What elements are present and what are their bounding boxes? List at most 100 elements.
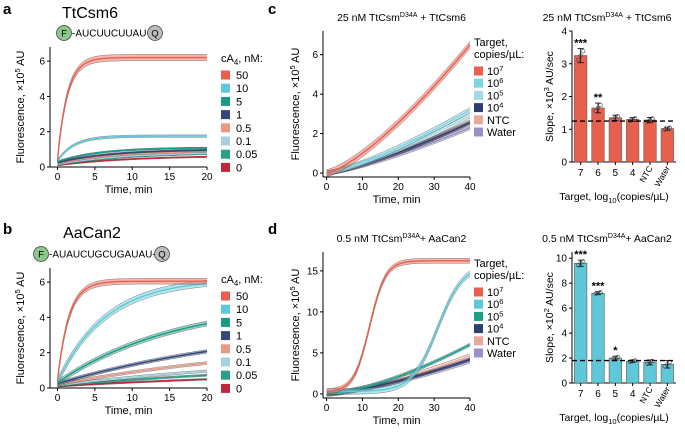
- series-0_5-lower-edge: [57, 151, 207, 165]
- legend-label: 1: [236, 331, 242, 343]
- replicate-point: [615, 354, 620, 360]
- series-10e5-lower-edge: [326, 346, 471, 396]
- bar: [591, 292, 605, 384]
- significance-label: ***: [574, 37, 588, 49]
- x-tick-label: 0: [324, 182, 330, 193]
- legend-title: Target,: [474, 258, 508, 270]
- legend-label: 106: [487, 76, 503, 90]
- series-1-upper-edge: [57, 148, 208, 162]
- x-tick-label: 5: [613, 389, 619, 400]
- series-0_1-line: [57, 370, 208, 387]
- legend-label: 107: [487, 64, 503, 78]
- series-10e6-band: [326, 107, 470, 176]
- y-axis-label: Fluorescence, ×105 AU: [13, 51, 27, 164]
- legend-label: 0.1: [236, 357, 251, 369]
- legend-swatch: [474, 336, 483, 346]
- series-Water-lower-edge: [326, 129, 471, 176]
- x-tick-label: 5: [613, 168, 619, 179]
- series-0-line: [57, 156, 208, 166]
- replicate-point: [593, 108, 598, 114]
- replicate-point: [667, 125, 672, 130]
- y-tick-label: 4: [39, 92, 45, 103]
- y-tick-label: 6: [561, 304, 567, 315]
- y-tick-label: 10: [556, 254, 568, 265]
- series-1-band: [57, 349, 207, 386]
- legend-label: 104: [487, 101, 503, 115]
- panel-c-letter: c: [268, 1, 276, 18]
- y-tick-label: 6: [39, 278, 45, 289]
- series-0_1-lower-edge: [57, 372, 208, 387]
- x-tick-label: Water: [652, 164, 672, 189]
- series-10e6-lower-edge: [326, 112, 471, 176]
- legend-label: 1: [236, 110, 242, 122]
- legend-label: 0.1: [236, 136, 251, 148]
- legend-label: 0.5: [236, 344, 251, 356]
- series-5-upper-edge: [57, 320, 208, 381]
- y-tick-label: 2: [39, 127, 45, 138]
- y-tick-label: 4: [561, 27, 567, 38]
- legend-swatch: [221, 149, 230, 159]
- series-50-line: [56, 56, 207, 160]
- x-tick-label: 0: [55, 172, 61, 183]
- series-0_05-lower-edge: [57, 376, 208, 388]
- x-tick-label: 5: [92, 393, 98, 404]
- legend-swatch: [221, 162, 230, 172]
- chart-c-bar: 25 nM TtCsmD34A + TtCsm6 0 1 2 3 4 Slope, ×103…: [542, 12, 676, 205]
- legend-label: 105: [487, 309, 503, 323]
- bar: [574, 262, 588, 384]
- series-10e5-lower-edge: [326, 117, 471, 176]
- x-tick-label: 20: [393, 403, 405, 414]
- x-tick-label: 15: [164, 393, 176, 404]
- y-tick-label: 15: [307, 266, 319, 277]
- replicate-point: [581, 49, 586, 54]
- legend-swatch: [474, 103, 483, 113]
- x-tick-label: 15: [164, 172, 176, 183]
- quencher-badge: [147, 25, 163, 41]
- legend-label: 0.05: [236, 149, 257, 161]
- series-10e5-line: [326, 344, 471, 395]
- replicate-point: [650, 116, 655, 121]
- replicate-point: [598, 290, 603, 295]
- legend-title: copies/µL:: [474, 49, 524, 61]
- legend-swatch: [474, 324, 483, 334]
- series-10-line: [56, 282, 208, 383]
- y-tick-label: 0: [312, 169, 318, 180]
- legend-label: 0: [236, 162, 242, 174]
- legend-swatch: [474, 348, 483, 358]
- x-tick-label: 10: [357, 182, 369, 193]
- legend-swatch: [474, 66, 483, 76]
- series-10e6-line: [326, 273, 471, 393]
- series-5-band: [57, 321, 207, 386]
- series-10e6-line: [326, 109, 471, 174]
- x-axis-label: Time, min: [105, 184, 153, 196]
- y-axis-label: Fluorescence, ×105 AU: [288, 48, 302, 161]
- legend-swatch: [221, 136, 230, 146]
- series-1-lower-edge: [57, 352, 208, 386]
- legend-title: copies/µL:: [474, 270, 524, 282]
- replicate-point: [576, 57, 581, 62]
- legend-title: cA4, nM:: [221, 274, 263, 288]
- y-tick-label: 0: [39, 384, 45, 395]
- legend-swatch: [221, 344, 230, 354]
- x-tick-label: 20: [393, 182, 405, 193]
- series-10-line: [56, 135, 207, 162]
- panel-b-sequence: F -AUAUCUGCUGAUAU- Q: [33, 246, 170, 262]
- legend-swatch: [221, 291, 230, 301]
- series-10e7-lower-edge: [326, 263, 470, 395]
- x-tick-label: 0: [324, 403, 330, 414]
- legend-label: 106: [487, 297, 503, 311]
- replicate-point: [598, 102, 603, 108]
- series-5-line: [57, 322, 208, 384]
- series-0_5-line: [57, 150, 208, 165]
- y-tick-label: 1: [561, 125, 567, 136]
- y-axis-label: Slope, ×103 AU/sec: [542, 51, 556, 142]
- legend-label: NTC: [487, 336, 510, 348]
- replicate-point: [581, 259, 586, 264]
- y-tick-label: 0: [39, 163, 45, 174]
- series-10e6-lower-edge: [326, 276, 471, 395]
- fluorophore-badge: [33, 246, 49, 262]
- significance-label: ***: [592, 281, 606, 293]
- legend-swatch: [474, 90, 483, 100]
- replicate-point: [662, 127, 667, 132]
